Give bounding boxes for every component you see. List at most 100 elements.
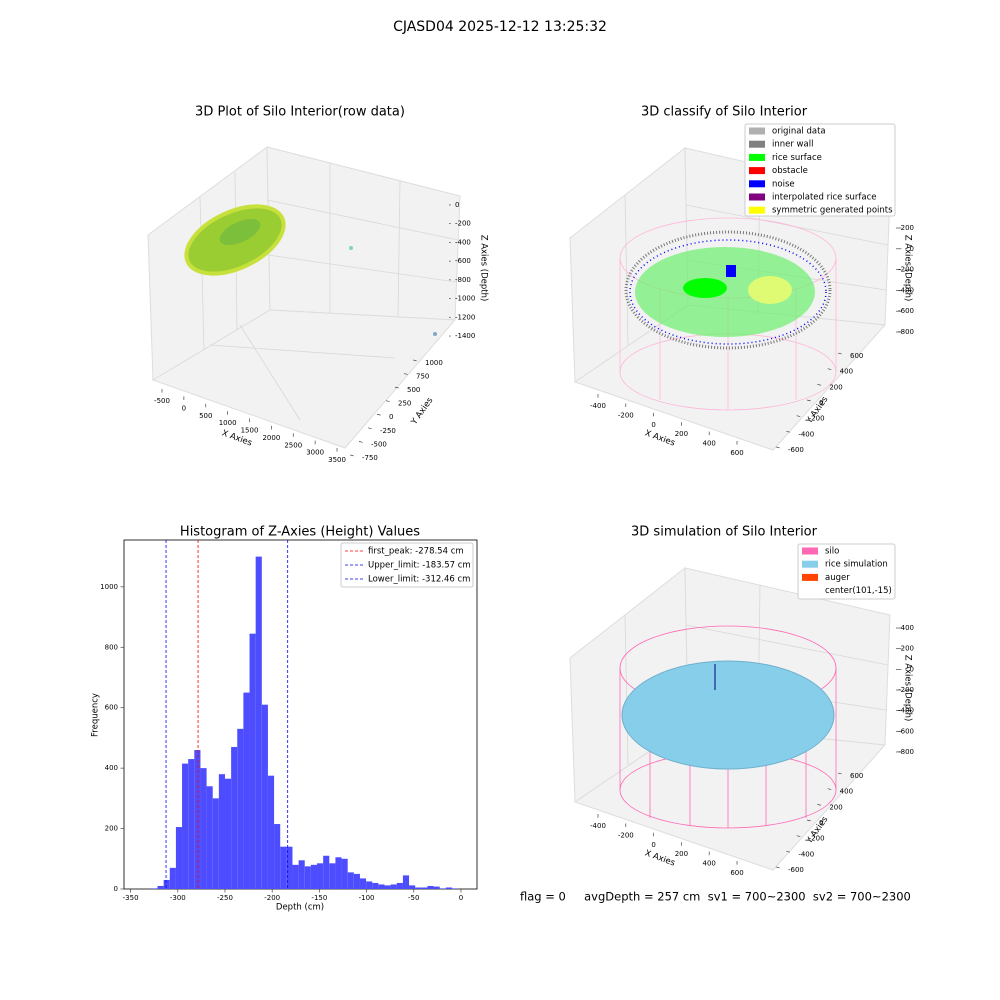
bar xyxy=(157,885,164,889)
bar xyxy=(366,881,373,889)
legend-label: rice simulation xyxy=(825,560,888,570)
y-tick-label: 0 xyxy=(114,885,118,893)
bar xyxy=(267,775,275,889)
chart-title: Histogram of Z-Axies (Height) Values xyxy=(180,525,420,540)
z-tick-label: -200 xyxy=(898,266,914,274)
x-tick-label: 400 xyxy=(703,440,716,448)
bar xyxy=(353,873,360,889)
y-tick-label: 250 xyxy=(398,400,411,408)
chart-title: 3D Plot of Silo Interior(row data) xyxy=(195,105,405,120)
tick-mark xyxy=(349,454,354,457)
legend-label: Lower_limit: -312.46 cm xyxy=(368,575,470,585)
bar xyxy=(323,855,330,889)
y-tick-label: 0 xyxy=(819,399,823,407)
x-tick-label: 0 xyxy=(651,841,655,849)
bar xyxy=(390,884,397,889)
z-tick-label: -600 xyxy=(455,257,471,265)
tick-mark xyxy=(817,384,822,386)
tick-mark xyxy=(786,430,790,433)
z-tick-label: 0 xyxy=(455,201,459,209)
y-tick-label: -500 xyxy=(371,440,387,448)
x-tick-label: 600 xyxy=(730,869,743,877)
y-tick-label: 1000 xyxy=(100,583,118,591)
legend-swatch xyxy=(802,573,818,581)
y-tick-label: 0 xyxy=(389,413,393,421)
bar xyxy=(347,872,354,889)
legend-swatch xyxy=(802,547,818,555)
legend-swatch xyxy=(749,153,765,161)
bar xyxy=(212,798,219,889)
x-tick-label: -500 xyxy=(154,397,170,405)
x-tick-label: 600 xyxy=(730,449,743,457)
y-tick-label: 0 xyxy=(819,819,823,827)
bar xyxy=(427,885,434,889)
x-tick-label: -250 xyxy=(217,894,233,902)
legend-label: original data xyxy=(772,127,826,137)
tick-mark xyxy=(367,427,372,430)
bar xyxy=(433,886,440,889)
legend-frame xyxy=(340,542,474,588)
x-tick-label: 1500 xyxy=(241,427,259,435)
legend-frame xyxy=(797,543,896,600)
z-tick-label: -600 xyxy=(898,727,914,735)
legend-swatch xyxy=(802,560,818,568)
bar xyxy=(243,692,250,889)
legend-label: interpolated rice surface xyxy=(772,193,877,203)
tick-mark xyxy=(806,819,811,822)
z-axis-label: Z Axies (Depth) xyxy=(479,235,489,302)
bar xyxy=(274,824,281,889)
tick-mark xyxy=(412,359,417,362)
bar xyxy=(218,774,225,889)
x-tick-label: -150 xyxy=(311,894,327,902)
x-tick-label: 200 xyxy=(675,850,688,858)
z-axis-label: Z Axies (Depth) xyxy=(903,655,913,722)
y-tick-label: -600 xyxy=(788,446,804,454)
bar xyxy=(175,827,183,889)
x-axis-label: Depth (cm) xyxy=(276,903,324,913)
rice-simulation-surface xyxy=(621,660,835,770)
noise-cluster xyxy=(726,265,736,277)
y-tick-label: 600 xyxy=(850,352,863,360)
z-tick-label: 400 xyxy=(901,624,914,632)
z-tick-label: -800 xyxy=(898,748,914,756)
legend-swatch xyxy=(749,127,765,135)
x-tick-label: -400 xyxy=(590,822,606,830)
tick-mark xyxy=(827,368,832,370)
bar xyxy=(384,885,391,889)
figure-title: CJASD04 2025-12-12 13:25:32 xyxy=(393,19,607,35)
y-tick-label: 200 xyxy=(105,825,118,833)
y-tick-label: 750 xyxy=(416,373,429,381)
bar xyxy=(310,864,318,889)
y-tick-label: 200 xyxy=(829,803,842,811)
x-tick-label: -50 xyxy=(408,894,419,902)
chart-title: 3D classify of Silo Interior xyxy=(641,105,808,120)
y-tick-label: -750 xyxy=(362,454,378,462)
bar xyxy=(402,875,410,889)
tick-mark xyxy=(806,399,811,402)
tick-mark xyxy=(775,446,780,449)
z-tick-label: 0 xyxy=(910,665,914,673)
legend-swatch xyxy=(749,193,765,201)
bar xyxy=(341,858,348,889)
z-tick-label: 0 xyxy=(910,245,914,253)
z-tick-label: -1400 xyxy=(455,332,475,340)
outlier xyxy=(433,332,437,336)
x-tick-label: 0 xyxy=(182,404,186,412)
y-tick-label: 800 xyxy=(105,643,118,651)
legend-label: noise xyxy=(772,179,795,189)
point-cloud-core xyxy=(219,219,261,245)
bar xyxy=(163,879,170,889)
x-tick-label: -350 xyxy=(123,894,139,902)
y-tick-label: -200 xyxy=(809,835,825,843)
y-tick-label: 200 xyxy=(829,383,842,391)
y-tick-label: 400 xyxy=(105,764,118,772)
legend-label: rice surface xyxy=(772,153,822,163)
bar xyxy=(261,704,268,889)
bar xyxy=(169,867,176,889)
bar xyxy=(231,746,238,889)
x-tick-label: 400 xyxy=(703,860,716,868)
z-tick-label: -800 xyxy=(455,276,471,284)
x-tick-label: 3000 xyxy=(306,449,324,457)
x-tick-label: 500 xyxy=(199,412,212,420)
